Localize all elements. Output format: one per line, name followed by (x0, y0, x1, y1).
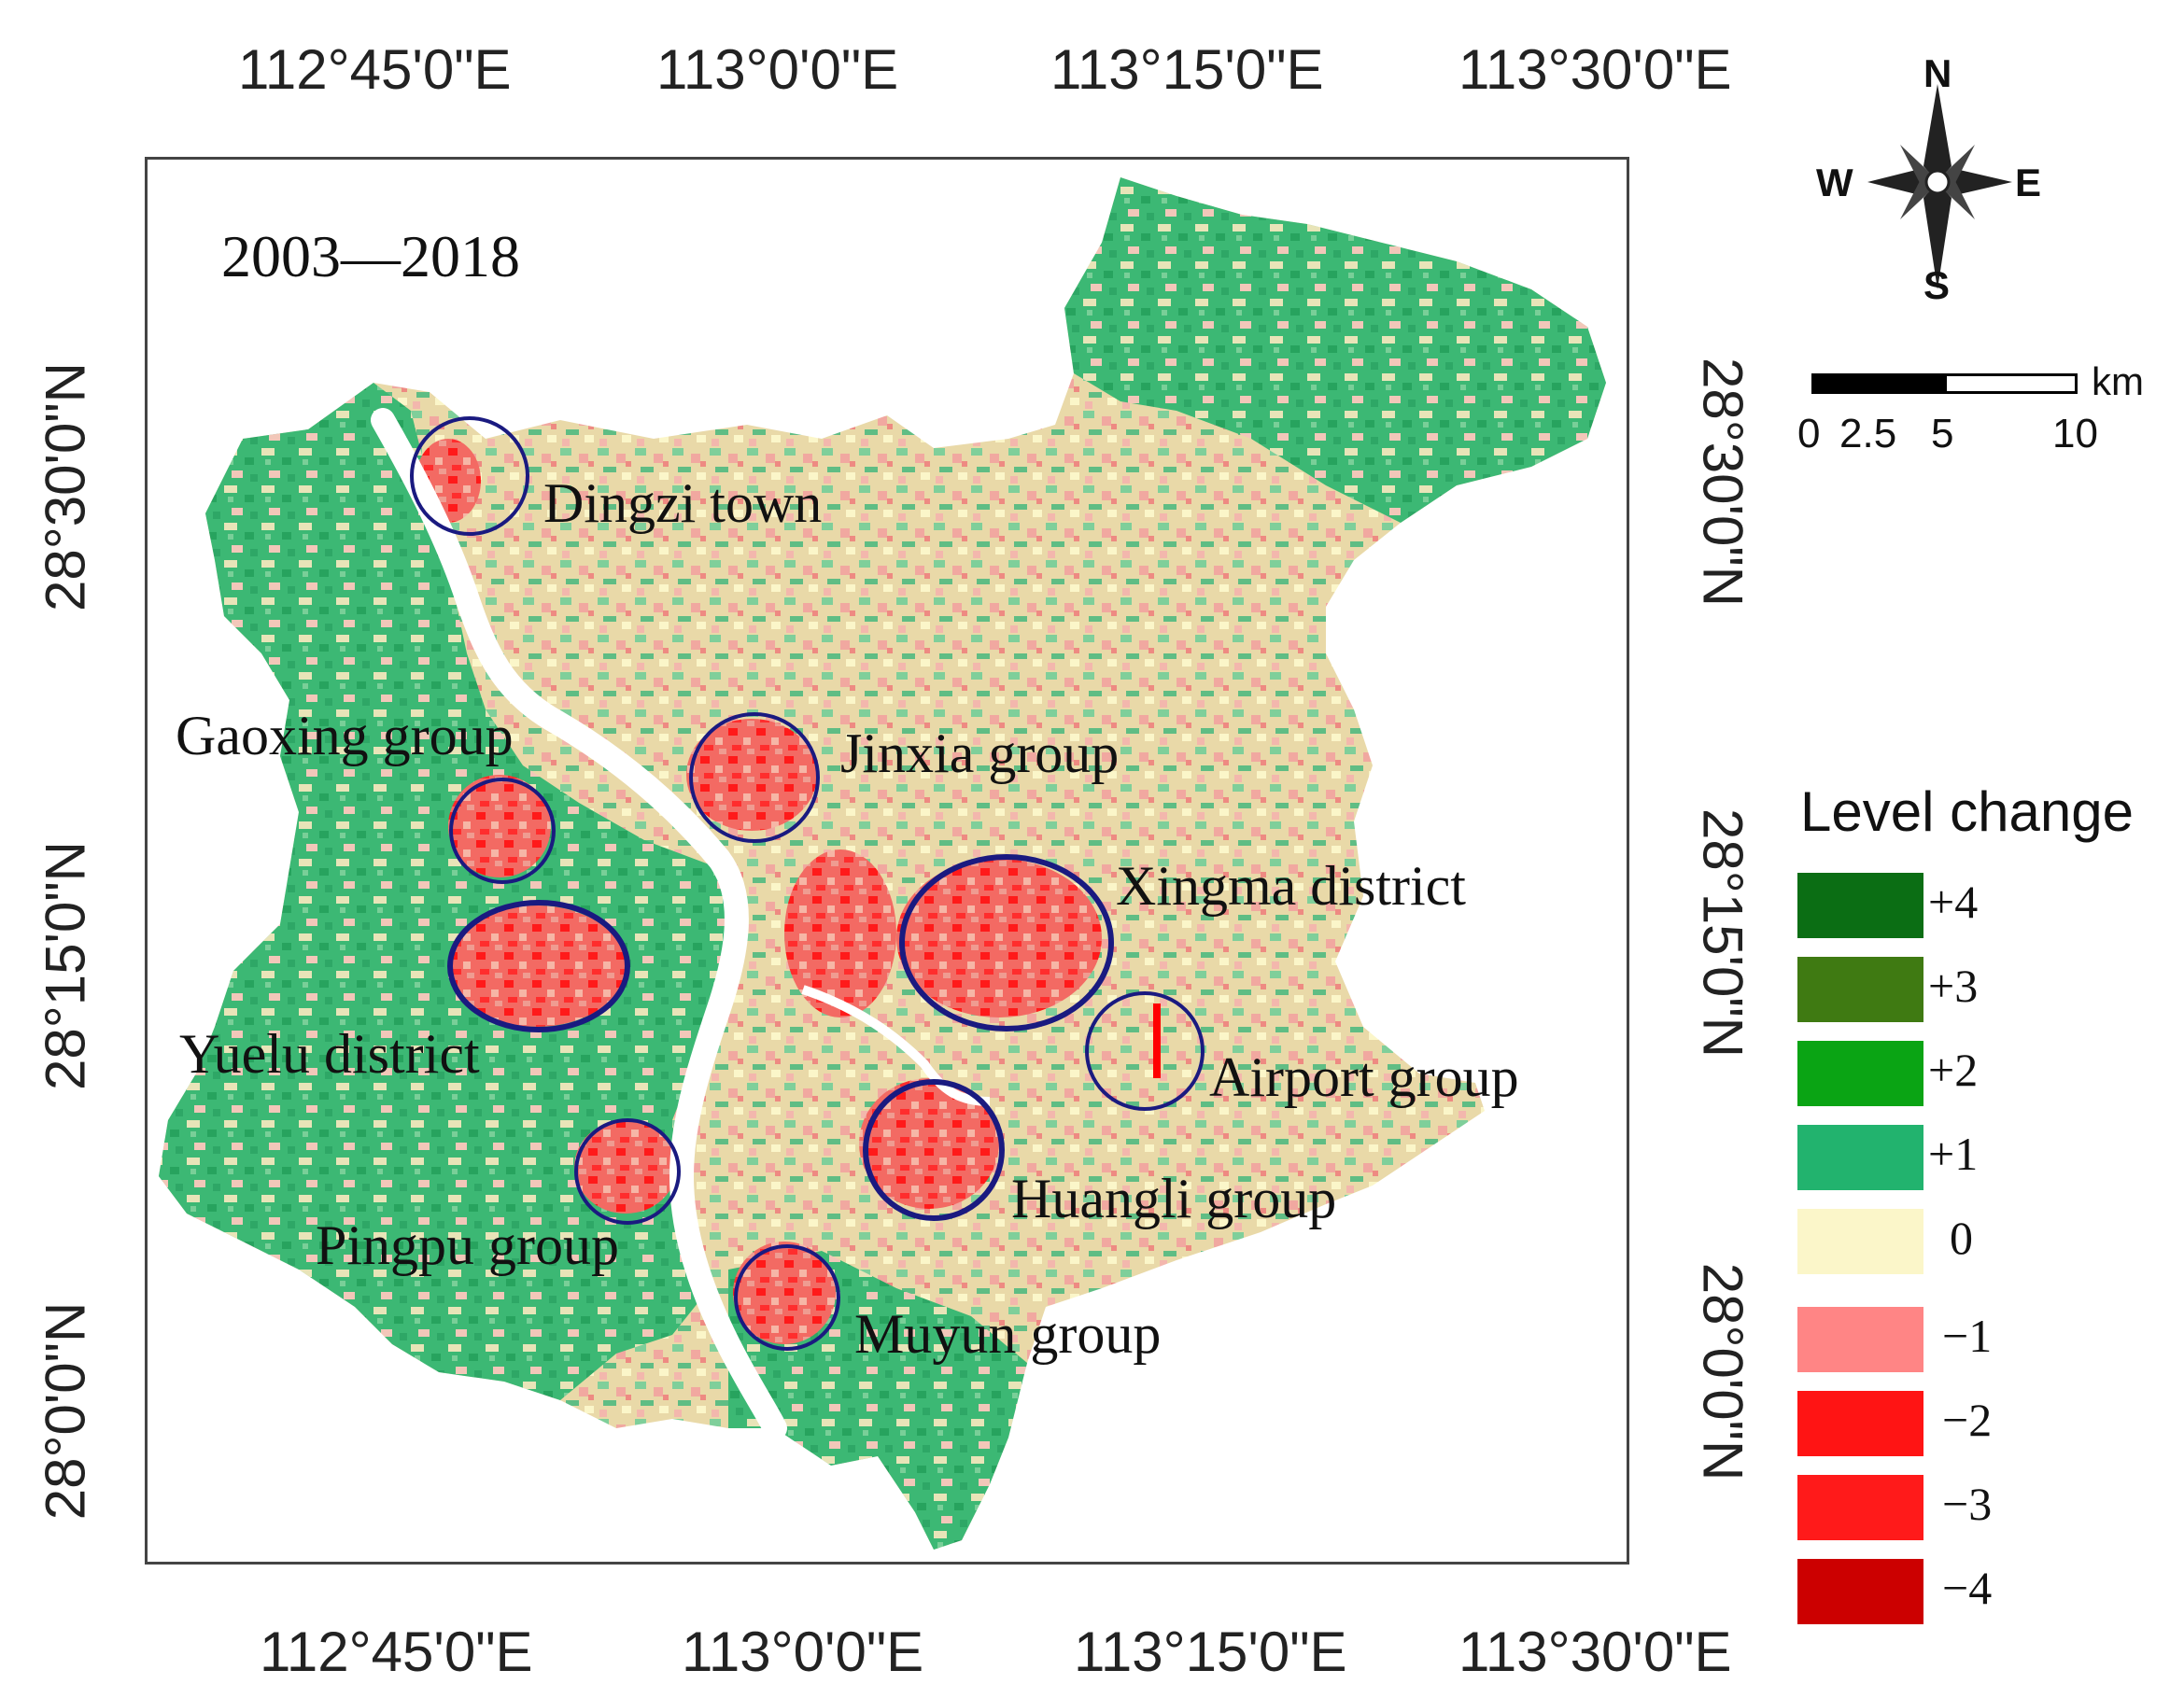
urban-core-huangli (859, 1078, 999, 1209)
legend-item-plus2: +2 (1797, 1041, 1984, 1116)
legend-swatch (1797, 1391, 1923, 1456)
legend-swatch (1797, 873, 1923, 938)
north-arrow-icon (1867, 84, 2012, 289)
legend-title: Level change (1800, 780, 2134, 843)
legend-label: +2 (1928, 1044, 1979, 1096)
legend-swatch (1797, 1209, 1923, 1274)
urban-core-yuelu (448, 905, 626, 1027)
legend-swatch (1797, 1475, 1923, 1540)
legend-item-minus2: −2 (1797, 1391, 1992, 1466)
urban-core-pingpu (574, 1120, 677, 1214)
urban-core-gaoxing (448, 775, 551, 877)
label-xingma: Xingma district (1116, 855, 1466, 917)
label-airport: Airport group (1209, 1046, 1519, 1108)
compass-south-label: S (1923, 263, 1951, 307)
top-lon-label-3: 113°15'0"E (1050, 38, 1324, 101)
legend-swatch (1797, 1559, 1923, 1624)
circle-huangli (863, 1079, 1005, 1221)
label-gaoxing: Gaoxing group (176, 705, 514, 766)
bottom-lon-label-2: 113°0'0"E (682, 1621, 924, 1683)
legend-item-plus1: +1 (1797, 1125, 1984, 1200)
legend-swatch (1797, 1307, 1923, 1372)
legend-swatch (1797, 1041, 1923, 1106)
legend-item-plus3: +3 (1797, 957, 1984, 1031)
label-dingzi: Dingzi town (543, 472, 823, 534)
scale-bar-black (1811, 373, 1947, 394)
label-jinxia: Jinxia group (840, 723, 1120, 784)
top-lon-label-2: 113°0'0"E (656, 38, 899, 101)
legend-label: −2 (1942, 1394, 1993, 1446)
bottom-lon-label-3: 113°15'0"E (1074, 1621, 1347, 1683)
legend-item-zero: 0 (1797, 1209, 1984, 1284)
circle-dingzi (410, 416, 529, 536)
scale-bar-white (1944, 373, 2078, 394)
legend-swatch (1797, 957, 1923, 1022)
airport-runway (1153, 1003, 1161, 1078)
circle-xingma (899, 854, 1114, 1031)
legend-item-minus1: −1 (1797, 1307, 1992, 1382)
circle-jinxia (689, 712, 820, 843)
legend-label: −4 (1942, 1562, 1993, 1614)
label-pingpu: Pingpu group (316, 1214, 620, 1276)
bottom-lon-label-1: 112°45'0"E (260, 1621, 533, 1683)
scale-tick-5: 5 (1931, 411, 1954, 456)
scale-tick-10: 10 (2052, 411, 2098, 456)
legend-swatch (1797, 1125, 1923, 1190)
map-frame (145, 157, 1629, 1565)
legend-label: +1 (1928, 1128, 1979, 1180)
top-lon-label-4: 113°30'0"E (1458, 38, 1732, 101)
urban-core-xingma (896, 859, 1102, 1017)
urban-core-muyun (733, 1242, 836, 1344)
period-label: 2003—2018 (221, 223, 520, 289)
label-huangli: Huangli group (1011, 1168, 1337, 1229)
scale-unit: km (2092, 359, 2144, 403)
legend-label: +4 (1928, 876, 1979, 928)
legend-label: 0 (1950, 1212, 1973, 1264)
compass-north-label: N (1923, 51, 1952, 95)
circle-gaoxing (449, 778, 556, 884)
legend-label: −3 (1942, 1478, 1993, 1530)
top-lon-label-1: 112°45'0"E (238, 38, 512, 101)
circle-yuelu (447, 900, 630, 1032)
legend-label: +3 (1928, 960, 1979, 1012)
label-muyun: Muyun group (854, 1303, 1162, 1365)
legend-item-plus4: +4 (1797, 873, 1984, 947)
river (371, 408, 787, 1440)
circle-airport (1085, 991, 1205, 1111)
urban-core-jinxia (686, 719, 817, 831)
scale-tick-2-5: 2.5 (1839, 411, 1897, 456)
compass-west-label: W (1816, 161, 1853, 204)
legend-label: −1 (1942, 1310, 1993, 1362)
label-yuelu: Yuelu district (179, 1023, 480, 1085)
bottom-lon-label-4: 113°30'0"E (1458, 1621, 1732, 1683)
scale-tick-0: 0 (1797, 411, 1821, 456)
circle-pingpu (574, 1118, 681, 1225)
compass-east-label: E (2015, 161, 2042, 204)
circle-muyun (734, 1244, 840, 1351)
legend-item-minus4: −4 (1797, 1559, 1992, 1634)
river-tributary (801, 985, 991, 1106)
northeast-green-region (1064, 177, 1606, 523)
urban-core-central (784, 849, 896, 1017)
legend-item-minus3: −3 (1797, 1475, 1992, 1550)
